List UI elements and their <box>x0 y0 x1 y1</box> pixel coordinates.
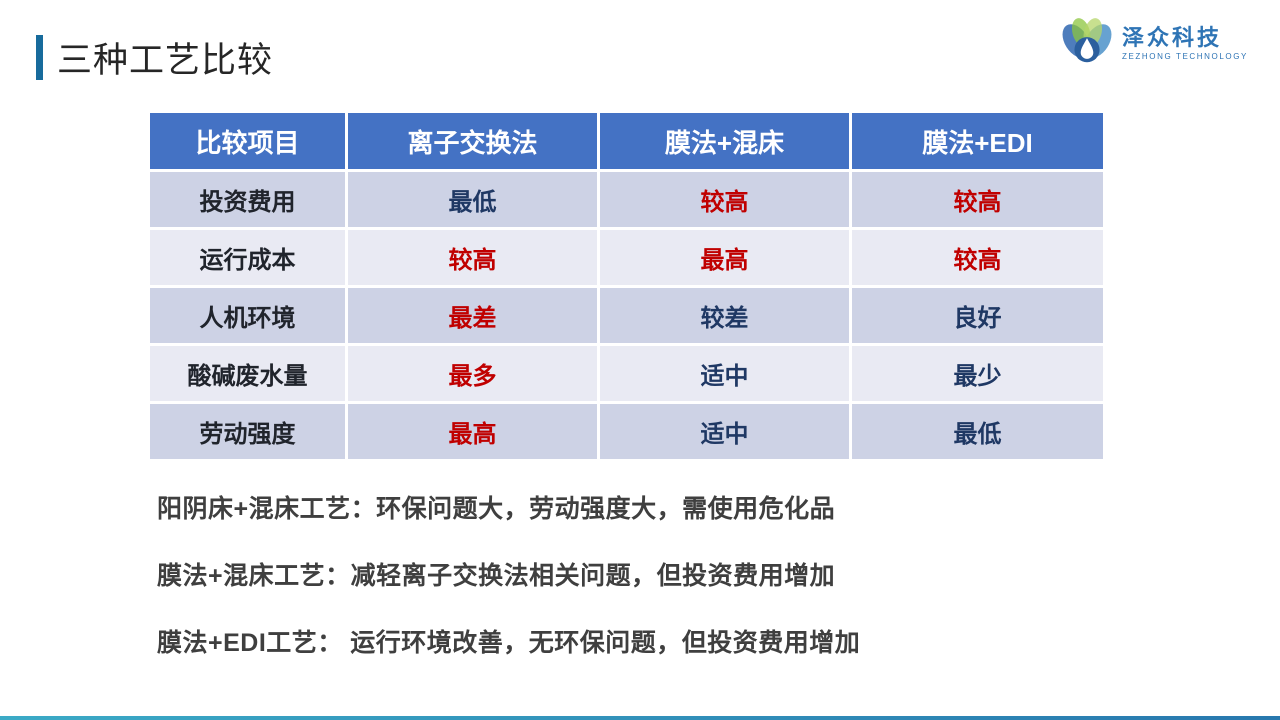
table-cell: 较高 <box>600 172 849 227</box>
logo-flower-icon <box>1058 12 1116 75</box>
table-cell: 良好 <box>852 288 1103 343</box>
note-line: 阳阴床+混床工艺：环保问题大，劳动强度大，需使用危化品 <box>157 495 836 523</box>
row-label: 投资费用 <box>150 172 345 227</box>
table-cell: 最少 <box>852 346 1103 401</box>
table-cell: 最低 <box>348 172 597 227</box>
page-title: 三种工艺比较 <box>57 41 274 80</box>
table-cell: 适中 <box>600 404 849 459</box>
slide-title-block: 三种工艺比较 <box>36 32 273 83</box>
table-cell: 最多 <box>348 346 597 401</box>
notes-block: 阳阴床+混床工艺：环保问题大，劳动强度大，需使用危化品 膜法+混床工艺：减轻离子… <box>157 489 860 690</box>
row-label: 运行成本 <box>150 230 345 285</box>
logo-company-subtitle: ZEZHONG TECHNOLOGY <box>1122 52 1248 62</box>
table-cell: 较高 <box>852 172 1103 227</box>
row-label: 劳动强度 <box>150 404 345 459</box>
comparison-table: 比较项目 离子交换法 膜法+混床 膜法+EDI 投资费用 最低 较高 较高 运行… <box>150 113 1103 459</box>
company-logo: 泽众科技 ZEZHONG TECHNOLOGY <box>1058 12 1248 75</box>
table-cell: 最高 <box>348 404 597 459</box>
row-label: 人机环境 <box>150 288 345 343</box>
table-cell: 最高 <box>600 230 849 285</box>
note-line: 膜法+混床工艺：减轻离子交换法相关问题，但投资费用增加 <box>157 562 836 590</box>
table-header-cell: 膜法+EDI <box>852 113 1103 169</box>
table-cell: 适中 <box>600 346 849 401</box>
note-line: 膜法+EDI工艺： 运行环境改善，无环保问题，但投资费用增加 <box>157 629 861 657</box>
table-header-cell: 膜法+混床 <box>600 113 849 169</box>
logo-text: 泽众科技 ZEZHONG TECHNOLOGY <box>1122 24 1248 62</box>
bottom-accent-line <box>0 716 1280 720</box>
table-header-cell: 比较项目 <box>150 113 345 169</box>
table-cell: 较高 <box>852 230 1103 285</box>
table-cell: 较高 <box>348 230 597 285</box>
table-cell: 最差 <box>348 288 597 343</box>
row-label: 酸碱废水量 <box>150 346 345 401</box>
title-accent-bar <box>36 35 43 80</box>
table-cell: 最低 <box>852 404 1103 459</box>
logo-company-name: 泽众科技 <box>1122 24 1223 50</box>
table-cell: 较差 <box>600 288 849 343</box>
table-header-cell: 离子交换法 <box>348 113 597 169</box>
